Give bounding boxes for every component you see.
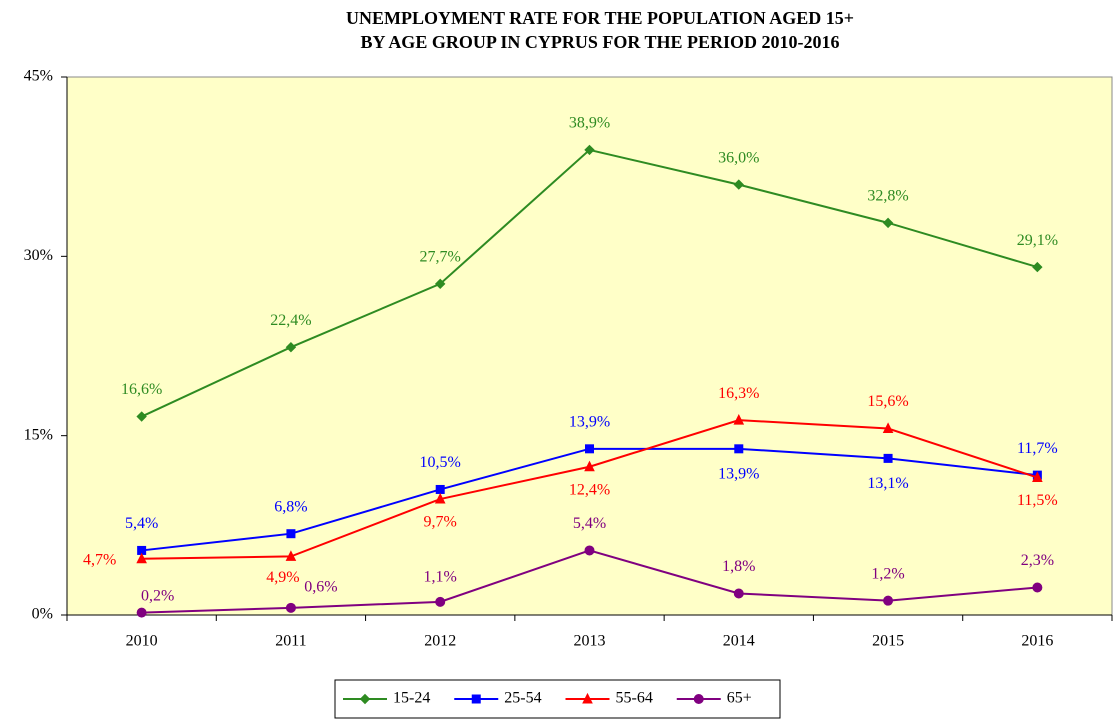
marker [136, 607, 147, 618]
data-label: 4,9% [266, 569, 299, 586]
marker [434, 492, 446, 504]
marker [882, 422, 894, 433]
y-tick-label: 45% [24, 68, 53, 85]
data-label: 32,8% [867, 188, 908, 205]
legend: 15-24 25-54 55-64 65+ [334, 679, 781, 719]
marker [883, 453, 893, 463]
marker [285, 602, 296, 613]
data-label: 11,5% [1017, 492, 1058, 509]
marker [136, 411, 147, 422]
data-label: 1,2% [871, 565, 904, 582]
marker [733, 588, 744, 599]
marker [285, 341, 297, 353]
legend-label: 55-64 [616, 690, 653, 707]
x-tick-label: 2012 [424, 633, 456, 650]
y-tick-label: 0% [32, 606, 53, 623]
marker [285, 550, 297, 561]
marker [733, 414, 745, 425]
x-tick-label: 2013 [574, 633, 606, 650]
chart-title: UNEMPLOYMENT RATE FOR THE POPULATION AGE… [346, 8, 854, 28]
data-label: 1,8% [722, 558, 755, 575]
data-label: 13,9% [569, 413, 610, 430]
legend-label: 65+ [727, 690, 752, 707]
marker [882, 217, 894, 229]
data-label: 2,3% [1021, 552, 1054, 569]
data-label: 27,7% [420, 249, 461, 266]
legend-label: 25-54 [504, 690, 541, 707]
marker [693, 694, 704, 704]
marker [471, 694, 481, 704]
data-label: 16,6% [121, 381, 162, 398]
data-label: 38,9% [569, 115, 610, 132]
x-tick-label: 2014 [723, 633, 755, 650]
marker [733, 179, 744, 190]
plot-area [66, 76, 1113, 616]
marker [1032, 261, 1043, 273]
data-label: 11,7% [1017, 440, 1058, 457]
marker [585, 444, 594, 454]
data-label: 16,3% [718, 385, 759, 402]
marker [883, 595, 894, 606]
data-label: 22,4% [270, 312, 311, 329]
data-label: 29,1% [1017, 232, 1058, 249]
data-label: 12,4% [569, 481, 610, 498]
data-label: 9,7% [424, 514, 457, 531]
data-label: 1,1% [424, 569, 457, 586]
marker [584, 460, 595, 472]
data-label: 15,6% [867, 393, 908, 410]
legend-label: 15-24 [393, 690, 430, 707]
data-label: 5,4% [125, 515, 158, 532]
marker [1032, 582, 1043, 593]
marker [584, 545, 595, 556]
marker [286, 529, 296, 539]
marker [435, 278, 446, 290]
x-tick-label: 2015 [872, 633, 904, 650]
marker [1032, 471, 1043, 483]
marker [359, 693, 371, 705]
x-tick-label: 2010 [126, 633, 158, 650]
y-tick-label: 30% [24, 247, 53, 264]
data-label: 0,2% [141, 587, 174, 604]
marker [734, 444, 744, 454]
data-label: 13,1% [867, 475, 908, 492]
data-label: 13,9% [718, 465, 759, 482]
marker [136, 552, 147, 564]
data-label: 4,7% [83, 551, 116, 568]
data-label: 5,4% [573, 515, 606, 532]
y-tick-label: 15% [24, 426, 53, 443]
chart-title: BY AGE GROUP IN CYPRUS FOR THE PERIOD 20… [360, 32, 839, 52]
data-label: 0,6% [304, 578, 337, 595]
marker [584, 144, 595, 156]
data-label: 6,8% [274, 498, 307, 515]
data-label: 36,0% [718, 149, 759, 166]
x-tick-label: 2011 [275, 633, 306, 650]
x-tick-label: 2016 [1021, 633, 1053, 650]
marker [435, 596, 446, 607]
marker [582, 692, 593, 704]
data-label: 10,5% [420, 454, 461, 471]
marker [435, 484, 445, 494]
